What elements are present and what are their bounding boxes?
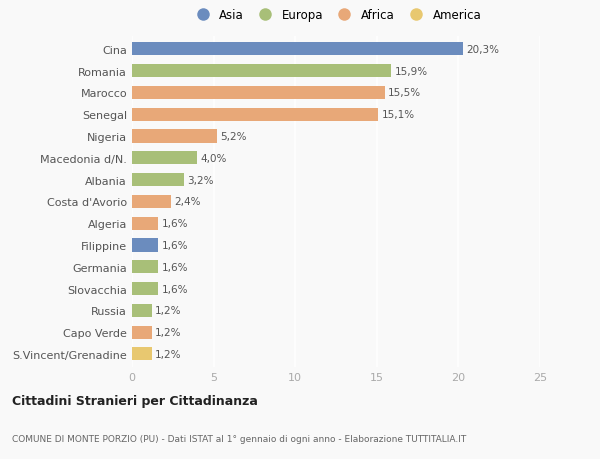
Text: 4,0%: 4,0% [200,153,227,163]
Text: 15,5%: 15,5% [388,88,421,98]
Text: 15,9%: 15,9% [395,67,428,77]
Text: 1,2%: 1,2% [155,306,181,316]
Text: 2,4%: 2,4% [175,197,201,207]
Text: 1,6%: 1,6% [161,218,188,229]
Text: 3,2%: 3,2% [187,175,214,185]
Bar [132,65,391,78]
Bar [132,326,152,339]
Text: 15,1%: 15,1% [382,110,415,120]
Bar [132,304,152,317]
Text: COMUNE DI MONTE PORZIO (PU) - Dati ISTAT al 1° gennaio di ogni anno - Elaborazio: COMUNE DI MONTE PORZIO (PU) - Dati ISTAT… [12,434,466,442]
Bar [132,217,158,230]
Text: 1,6%: 1,6% [161,284,188,294]
Bar [132,108,379,122]
Legend: Asia, Europa, Africa, America: Asia, Europa, Africa, America [188,6,484,24]
Bar [132,282,158,296]
Bar [132,43,463,56]
Text: 5,2%: 5,2% [220,132,247,142]
Bar [132,347,152,361]
Bar [132,130,217,143]
Text: 1,2%: 1,2% [155,349,181,359]
Bar [132,152,197,165]
Text: 1,6%: 1,6% [161,241,188,251]
Bar [132,196,171,208]
Bar [132,174,184,187]
Bar [132,87,385,100]
Text: 1,2%: 1,2% [155,327,181,337]
Bar [132,261,158,274]
Text: 1,6%: 1,6% [161,262,188,272]
Text: Cittadini Stranieri per Cittadinanza: Cittadini Stranieri per Cittadinanza [12,394,258,407]
Bar [132,239,158,252]
Text: 20,3%: 20,3% [467,45,500,55]
